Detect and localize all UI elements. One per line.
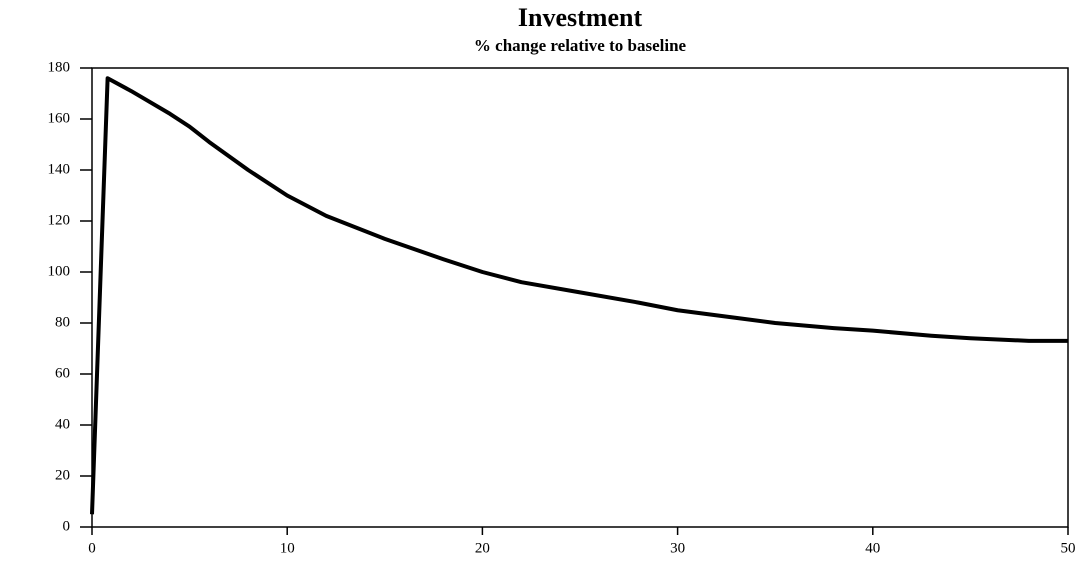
y-tick-label: 180 <box>48 59 71 75</box>
x-tick-label: 20 <box>475 540 490 556</box>
x-tick-label: 30 <box>670 540 685 556</box>
x-tick-label: 10 <box>280 540 295 556</box>
data-line <box>90 76 1068 515</box>
y-tick-label: 0 <box>63 518 71 534</box>
y-tick-label: 120 <box>48 212 71 228</box>
y-tick-label: 140 <box>48 161 71 177</box>
y-tick-label: 100 <box>48 263 71 279</box>
x-tick-label: 40 <box>865 540 880 556</box>
y-tick-label: 80 <box>55 314 70 330</box>
y-tick-label: 60 <box>55 365 70 381</box>
y-tick-label: 40 <box>55 416 70 432</box>
chart-title: Investment <box>518 3 643 32</box>
x-tick-label: 0 <box>88 540 96 556</box>
y-tick-label: 160 <box>48 110 71 126</box>
y-tick-label: 20 <box>55 467 70 483</box>
chart-subtitle: % change relative to baseline <box>474 36 687 55</box>
x-tick-label: 50 <box>1061 540 1076 556</box>
plot-frame <box>91 67 1069 528</box>
